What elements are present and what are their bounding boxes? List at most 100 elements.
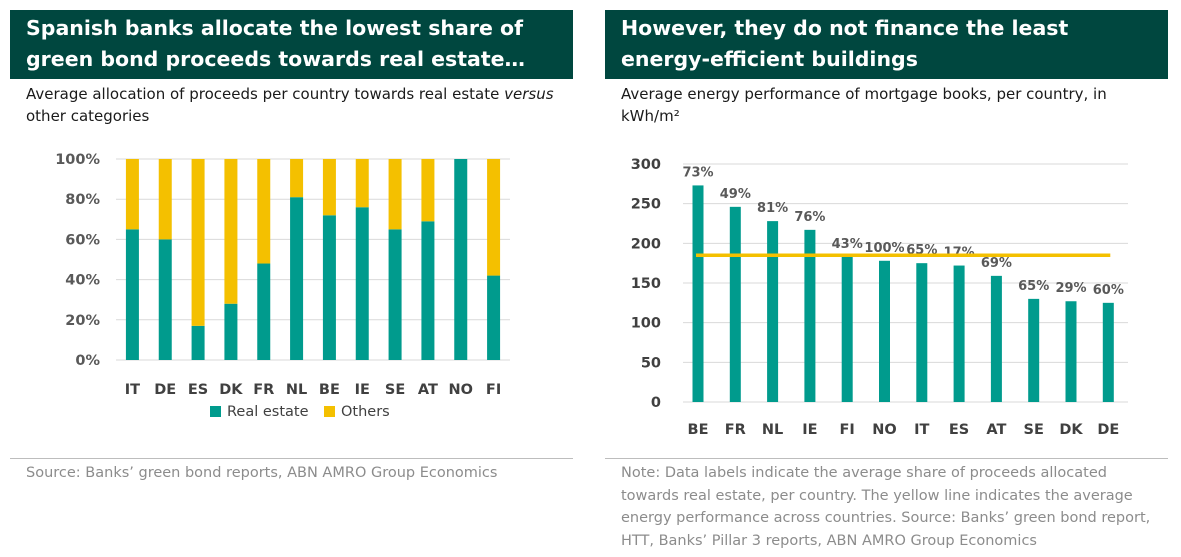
left-subtitle-text: Average allocation of proceeds per count… bbox=[26, 85, 505, 103]
x-tick-label: DK bbox=[219, 382, 243, 398]
bar-others bbox=[191, 159, 205, 326]
y-tick-label: 0 bbox=[651, 395, 661, 411]
x-tick-label: SE bbox=[385, 382, 405, 398]
bar bbox=[1065, 301, 1077, 402]
bar-real-estate bbox=[158, 239, 172, 360]
bar-real-estate bbox=[487, 275, 501, 360]
x-tick-label: SE bbox=[1024, 422, 1044, 438]
right-chart-subtitle: Average energy performance of mortgage b… bbox=[621, 85, 1107, 125]
bar-real-estate bbox=[322, 215, 336, 360]
data-label: 49% bbox=[720, 187, 751, 202]
y-tick-label: 60% bbox=[65, 232, 100, 248]
y-tick-label: 200 bbox=[631, 236, 661, 252]
x-tick-label: NL bbox=[286, 382, 307, 398]
bar-others bbox=[322, 159, 336, 216]
bar-others bbox=[257, 159, 271, 264]
y-tick-label: 80% bbox=[65, 192, 100, 208]
data-label: 60% bbox=[1093, 283, 1124, 298]
right-bar-chart: 0 50 100 150 200 250 300 73% BE 49% FR 81% NL 76% IE 43… bbox=[631, 157, 1128, 438]
left-source: Source: Banks’ green bond reports, ABN A… bbox=[26, 465, 498, 481]
legend-label: Real estate bbox=[227, 404, 309, 420]
left-chart-title: Spanish banks allocate the lowest share … bbox=[10, 10, 573, 79]
bar-others bbox=[421, 159, 435, 222]
x-tick-label: IT bbox=[914, 422, 929, 438]
x-tick-label: IT bbox=[125, 382, 140, 398]
bar bbox=[841, 256, 853, 402]
bar-others bbox=[224, 159, 238, 304]
left-stacked-bar-chart: 0% 20% 40% 60% 80% 100% IT DE ES DK FR NL BE IE SE AT NO… bbox=[55, 152, 510, 420]
bar-real-estate bbox=[224, 303, 238, 360]
bar bbox=[1028, 298, 1040, 402]
y-tick-label: 50 bbox=[641, 355, 661, 371]
bar-real-estate bbox=[421, 221, 435, 360]
right-chart-title: However, they do not finance the least e… bbox=[605, 10, 1168, 79]
bar-real-estate bbox=[191, 325, 205, 360]
x-tick-label: FR bbox=[725, 422, 746, 438]
bar bbox=[1102, 302, 1114, 402]
bar bbox=[990, 275, 1002, 402]
x-tick-label: AT bbox=[418, 382, 438, 398]
left-divider bbox=[10, 458, 573, 459]
bar bbox=[953, 265, 965, 402]
x-tick-label: IE bbox=[802, 422, 817, 438]
data-label: 76% bbox=[794, 210, 825, 225]
bar-real-estate bbox=[125, 229, 139, 360]
x-tick-label: DE bbox=[154, 382, 176, 398]
data-label: 100% bbox=[864, 241, 904, 256]
y-tick-label: 40% bbox=[65, 273, 100, 289]
data-label: 65% bbox=[1018, 279, 1049, 294]
right-panel: However, they do not finance the least e… bbox=[605, 10, 1168, 549]
y-tick-label: 20% bbox=[65, 313, 100, 329]
x-tick-label: ES bbox=[188, 382, 208, 398]
x-tick-label: FI bbox=[840, 422, 855, 438]
bar bbox=[692, 185, 704, 402]
y-tick-label: 100% bbox=[55, 152, 100, 168]
x-tick-label: BE bbox=[688, 422, 709, 438]
bar bbox=[804, 229, 816, 402]
bar bbox=[767, 221, 779, 402]
data-label: 29% bbox=[1055, 281, 1086, 296]
x-tick-label: BE bbox=[319, 382, 340, 398]
bar-real-estate bbox=[290, 197, 304, 360]
left-panel: Spanish banks allocate the lowest share … bbox=[10, 10, 573, 481]
bar-others bbox=[487, 159, 501, 276]
bar-others bbox=[388, 159, 402, 230]
bar-real-estate bbox=[355, 207, 369, 360]
legend-label: Others bbox=[341, 404, 390, 420]
x-tick-label: FI bbox=[486, 382, 501, 398]
y-tick-label: 150 bbox=[631, 276, 661, 292]
x-tick-label: NO bbox=[449, 382, 473, 398]
bar bbox=[879, 260, 890, 402]
data-label: 43% bbox=[832, 237, 863, 252]
legend-swatch bbox=[324, 406, 335, 417]
bar-others bbox=[355, 159, 369, 208]
y-tick-label: 300 bbox=[631, 157, 661, 173]
data-label: 81% bbox=[757, 201, 788, 216]
data-label: 69% bbox=[981, 256, 1012, 271]
bar-real-estate bbox=[454, 159, 468, 360]
x-tick-label: NL bbox=[762, 422, 783, 438]
left-chart-subtitle: Average allocation of proceeds per count… bbox=[26, 83, 573, 127]
x-tick-label: ES bbox=[949, 422, 969, 438]
y-tick-label: 250 bbox=[631, 197, 661, 213]
x-tick-label: DE bbox=[1097, 422, 1119, 438]
bar-real-estate bbox=[257, 263, 271, 360]
bar bbox=[916, 263, 928, 402]
y-tick-label: 100 bbox=[631, 316, 661, 332]
x-tick-label: NO bbox=[872, 422, 896, 438]
left-subtitle-text-end: other categories bbox=[26, 107, 150, 125]
right-source: Note: Data labels indicate the average s… bbox=[621, 465, 1151, 549]
bar bbox=[729, 206, 741, 402]
bar-others bbox=[290, 159, 304, 198]
legend-swatch bbox=[210, 406, 221, 417]
data-label: 73% bbox=[682, 165, 713, 180]
right-divider bbox=[605, 458, 1168, 459]
bar-others bbox=[158, 159, 172, 240]
y-tick-label: 0% bbox=[75, 353, 100, 369]
x-tick-label: AT bbox=[986, 422, 1006, 438]
x-tick-label: FR bbox=[253, 382, 274, 398]
x-tick-label: IE bbox=[355, 382, 370, 398]
x-tick-label: DK bbox=[1059, 422, 1083, 438]
bar-real-estate bbox=[388, 229, 402, 360]
left-subtitle-emphasis: versus bbox=[504, 85, 554, 103]
